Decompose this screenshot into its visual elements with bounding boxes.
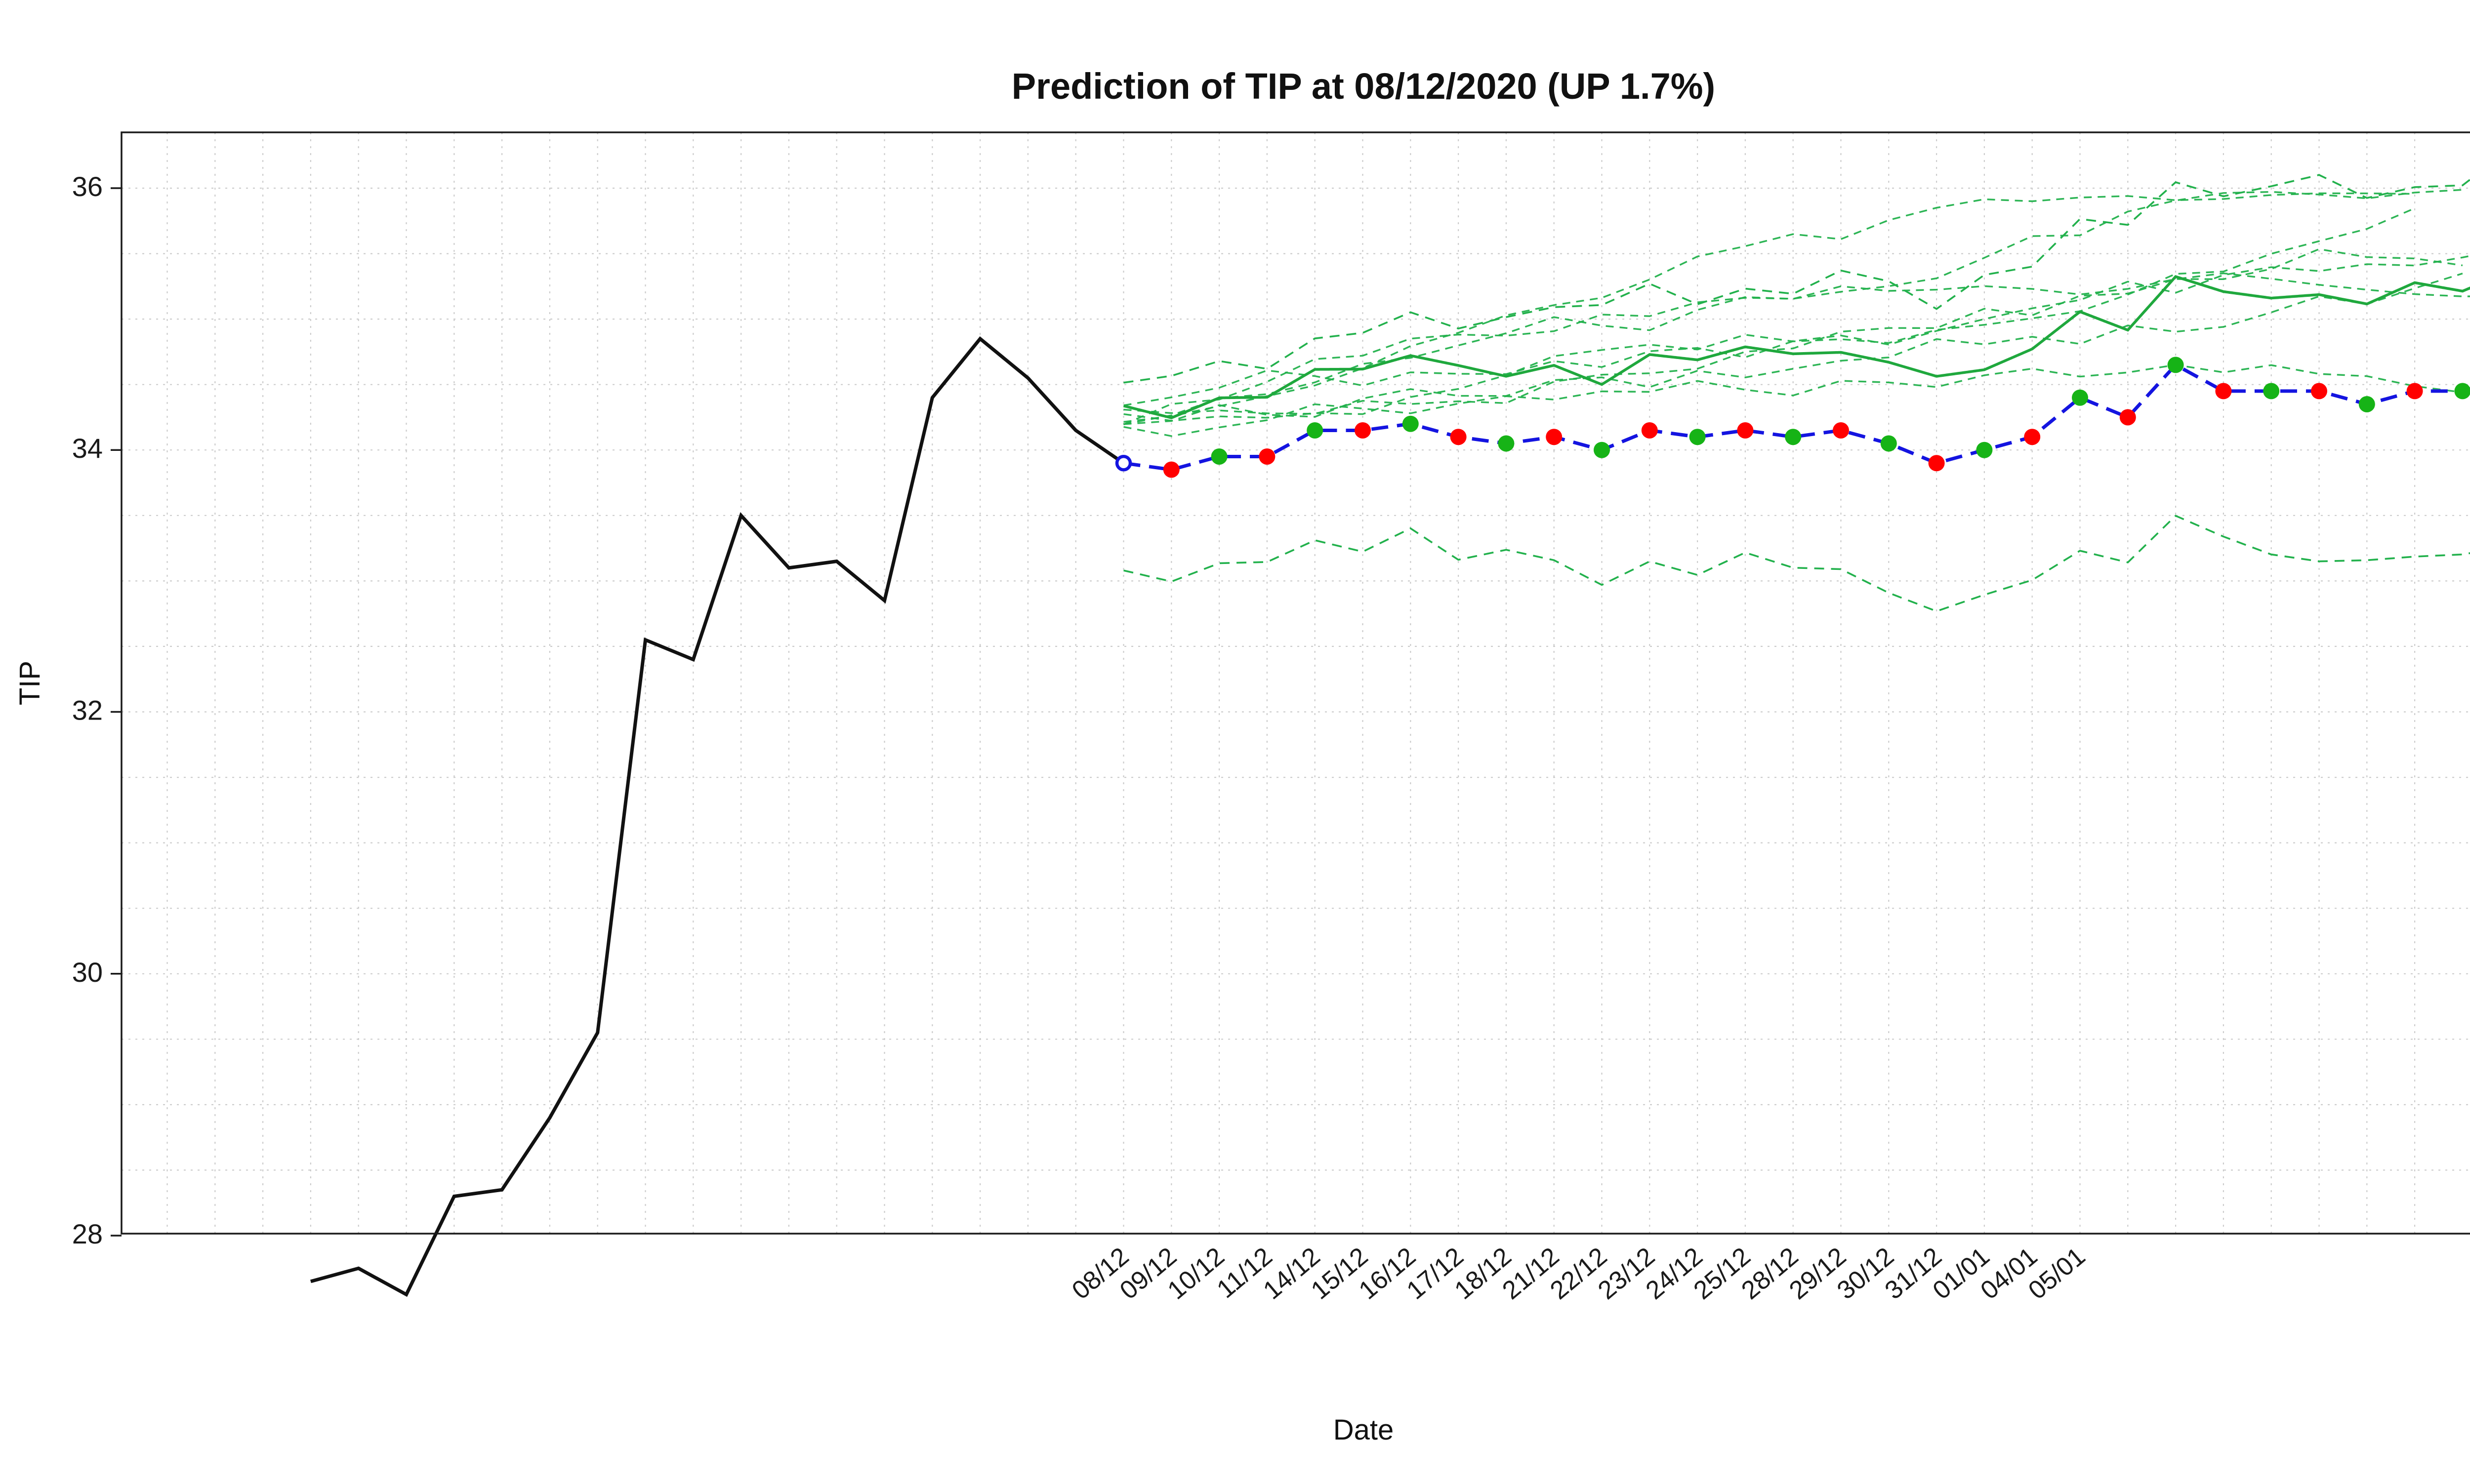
- svg-text:36: 36: [72, 171, 103, 202]
- svg-text:28: 28: [72, 1218, 103, 1249]
- svg-text:34: 34: [72, 433, 103, 464]
- svg-text:32: 32: [72, 695, 103, 726]
- svg-text:TIP: TIP: [14, 661, 46, 705]
- svg-text:30: 30: [72, 957, 103, 988]
- svg-text:Prediction of TIP at 08/12/202: Prediction of TIP at 08/12/2020 (UP 1.7%…: [1012, 66, 1715, 107]
- svg-text:Date: Date: [1333, 1414, 1394, 1446]
